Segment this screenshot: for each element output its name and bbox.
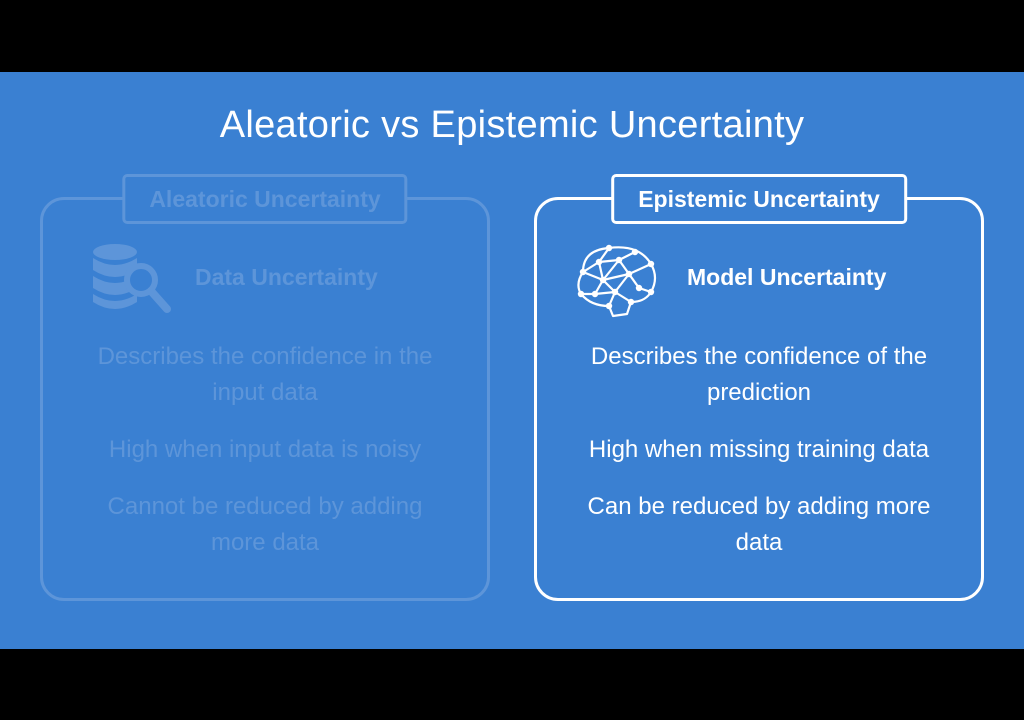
epistemic-reducibility: Can be reduced by adding more data <box>537 489 981 561</box>
aleatoric-heading: Data Uncertainty <box>195 264 378 290</box>
aleatoric-condition: High when input data is noisy <box>108 436 422 463</box>
database-search-icon <box>93 244 171 313</box>
brain-network-icon <box>577 244 657 318</box>
epistemic-reducibility-rest: be reduced by adding more data <box>631 493 931 556</box>
epistemic-condition: High when missing training data <box>588 436 930 463</box>
epistemic-reducibility-emph: Can <box>587 493 632 520</box>
aleatoric-panel: Aleatoric Uncertainty Data Uncertainty D… <box>40 174 490 601</box>
aleatoric-reducibility: Cannot be reduced by adding more data <box>43 489 487 561</box>
aleatoric-description: Describes the confidence in the input da… <box>97 343 433 406</box>
slide-title: Aleatoric vs Epistemic Uncertainty <box>219 104 805 146</box>
epistemic-description: Describes the confidence of the predicti… <box>590 343 928 406</box>
epistemic-heading: Model Uncertainty <box>687 264 887 290</box>
aleatoric-reducibility-emph: Cannot <box>107 493 185 520</box>
aleatoric-reducibility-rest: be reduced by adding more data <box>184 493 423 556</box>
epistemic-panel: Epistemic Uncertainty <box>534 174 984 601</box>
slide: Aleatoric vs Epistemic Uncertainty Aleat… <box>0 72 1024 649</box>
aleatoric-label: Aleatoric Uncertainty <box>122 174 408 224</box>
epistemic-label: Epistemic Uncertainty <box>611 174 907 224</box>
